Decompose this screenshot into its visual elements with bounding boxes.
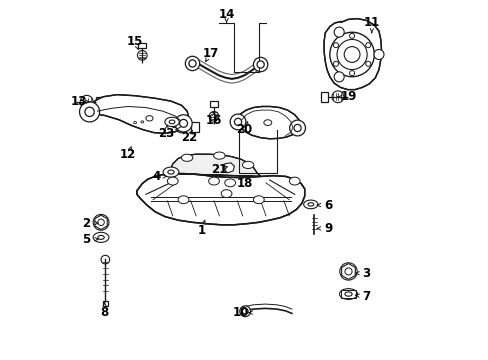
Ellipse shape: [163, 167, 179, 177]
Text: 11: 11: [363, 16, 379, 29]
Circle shape: [242, 309, 247, 314]
Text: 4: 4: [152, 170, 161, 183]
Text: 2: 2: [82, 216, 90, 230]
Circle shape: [329, 32, 373, 77]
Circle shape: [98, 219, 104, 226]
Text: 8: 8: [101, 306, 108, 319]
Circle shape: [333, 72, 344, 82]
Polygon shape: [169, 154, 260, 177]
Circle shape: [333, 42, 338, 48]
Circle shape: [349, 71, 354, 76]
Circle shape: [239, 306, 250, 317]
Polygon shape: [341, 264, 355, 279]
Ellipse shape: [289, 177, 300, 185]
Polygon shape: [95, 215, 107, 229]
Ellipse shape: [224, 179, 235, 187]
Circle shape: [333, 61, 338, 66]
Polygon shape: [224, 163, 234, 173]
Text: 5: 5: [81, 233, 90, 246]
Text: 15: 15: [127, 35, 143, 49]
Ellipse shape: [339, 289, 357, 300]
Ellipse shape: [98, 235, 104, 239]
Circle shape: [179, 120, 187, 127]
Text: 10: 10: [232, 306, 248, 319]
Circle shape: [257, 61, 264, 68]
Circle shape: [93, 215, 109, 230]
Polygon shape: [88, 95, 188, 134]
Circle shape: [349, 33, 354, 39]
Ellipse shape: [164, 117, 179, 127]
Text: 13: 13: [71, 95, 87, 108]
Circle shape: [175, 115, 192, 132]
Circle shape: [185, 56, 199, 71]
Ellipse shape: [213, 152, 224, 159]
Text: 12: 12: [120, 148, 136, 161]
Text: 1: 1: [197, 224, 205, 237]
Circle shape: [333, 27, 344, 37]
Ellipse shape: [221, 190, 231, 198]
Circle shape: [365, 61, 370, 66]
Circle shape: [234, 118, 241, 126]
Ellipse shape: [178, 196, 188, 204]
Ellipse shape: [242, 161, 253, 168]
Circle shape: [85, 107, 94, 117]
Circle shape: [365, 42, 370, 48]
Ellipse shape: [167, 177, 178, 185]
Ellipse shape: [344, 292, 351, 296]
Circle shape: [230, 114, 245, 130]
Text: 6: 6: [324, 199, 332, 212]
Text: 18: 18: [236, 177, 252, 190]
Circle shape: [344, 268, 351, 275]
Ellipse shape: [93, 232, 109, 242]
Text: 14: 14: [218, 8, 234, 21]
Circle shape: [344, 46, 359, 62]
Circle shape: [336, 40, 366, 69]
Ellipse shape: [264, 120, 271, 126]
Ellipse shape: [208, 177, 219, 185]
Ellipse shape: [307, 203, 313, 206]
Text: 7: 7: [362, 290, 370, 303]
Text: 3: 3: [362, 267, 370, 280]
Circle shape: [293, 125, 301, 132]
Circle shape: [188, 60, 196, 67]
Polygon shape: [137, 174, 304, 225]
Ellipse shape: [145, 116, 153, 121]
Ellipse shape: [167, 170, 174, 174]
Text: 23: 23: [158, 127, 174, 140]
Text: 19: 19: [340, 90, 356, 103]
Polygon shape: [324, 19, 381, 90]
Ellipse shape: [181, 154, 192, 161]
Circle shape: [289, 120, 305, 136]
Text: 9: 9: [324, 222, 332, 235]
Ellipse shape: [253, 196, 264, 204]
Ellipse shape: [141, 121, 143, 123]
Circle shape: [253, 57, 267, 72]
Polygon shape: [237, 107, 300, 139]
Ellipse shape: [303, 200, 317, 209]
Ellipse shape: [169, 120, 175, 124]
Ellipse shape: [133, 122, 136, 124]
Circle shape: [373, 49, 383, 59]
Text: 16: 16: [205, 114, 222, 127]
Text: 21: 21: [211, 163, 227, 176]
Circle shape: [80, 102, 100, 122]
Text: 22: 22: [181, 131, 197, 144]
Text: 17: 17: [202, 47, 218, 60]
Text: 20: 20: [236, 123, 252, 136]
Circle shape: [339, 263, 356, 280]
